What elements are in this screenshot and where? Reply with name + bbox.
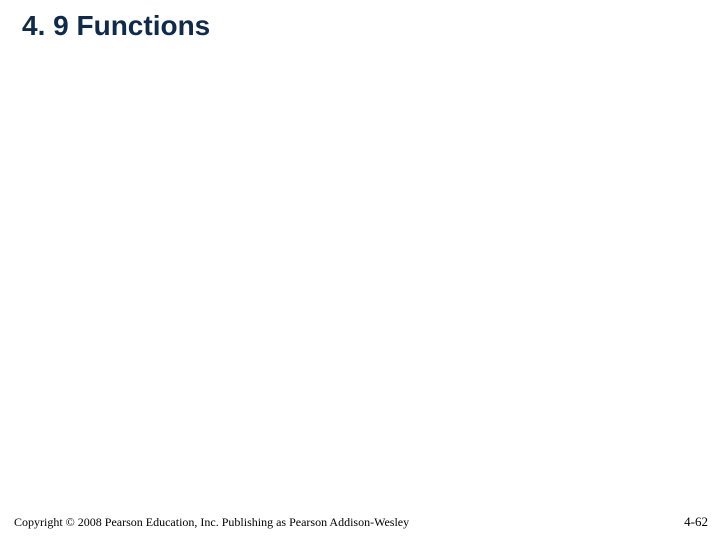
page-number: 4-62 [684, 514, 708, 530]
slide-container: 4. 9 Functions Copyright © 2008 Pearson … [0, 0, 720, 540]
slide-title: 4. 9 Functions [22, 10, 210, 42]
footer-copyright: Copyright © 2008 Pearson Education, Inc.… [14, 515, 409, 530]
